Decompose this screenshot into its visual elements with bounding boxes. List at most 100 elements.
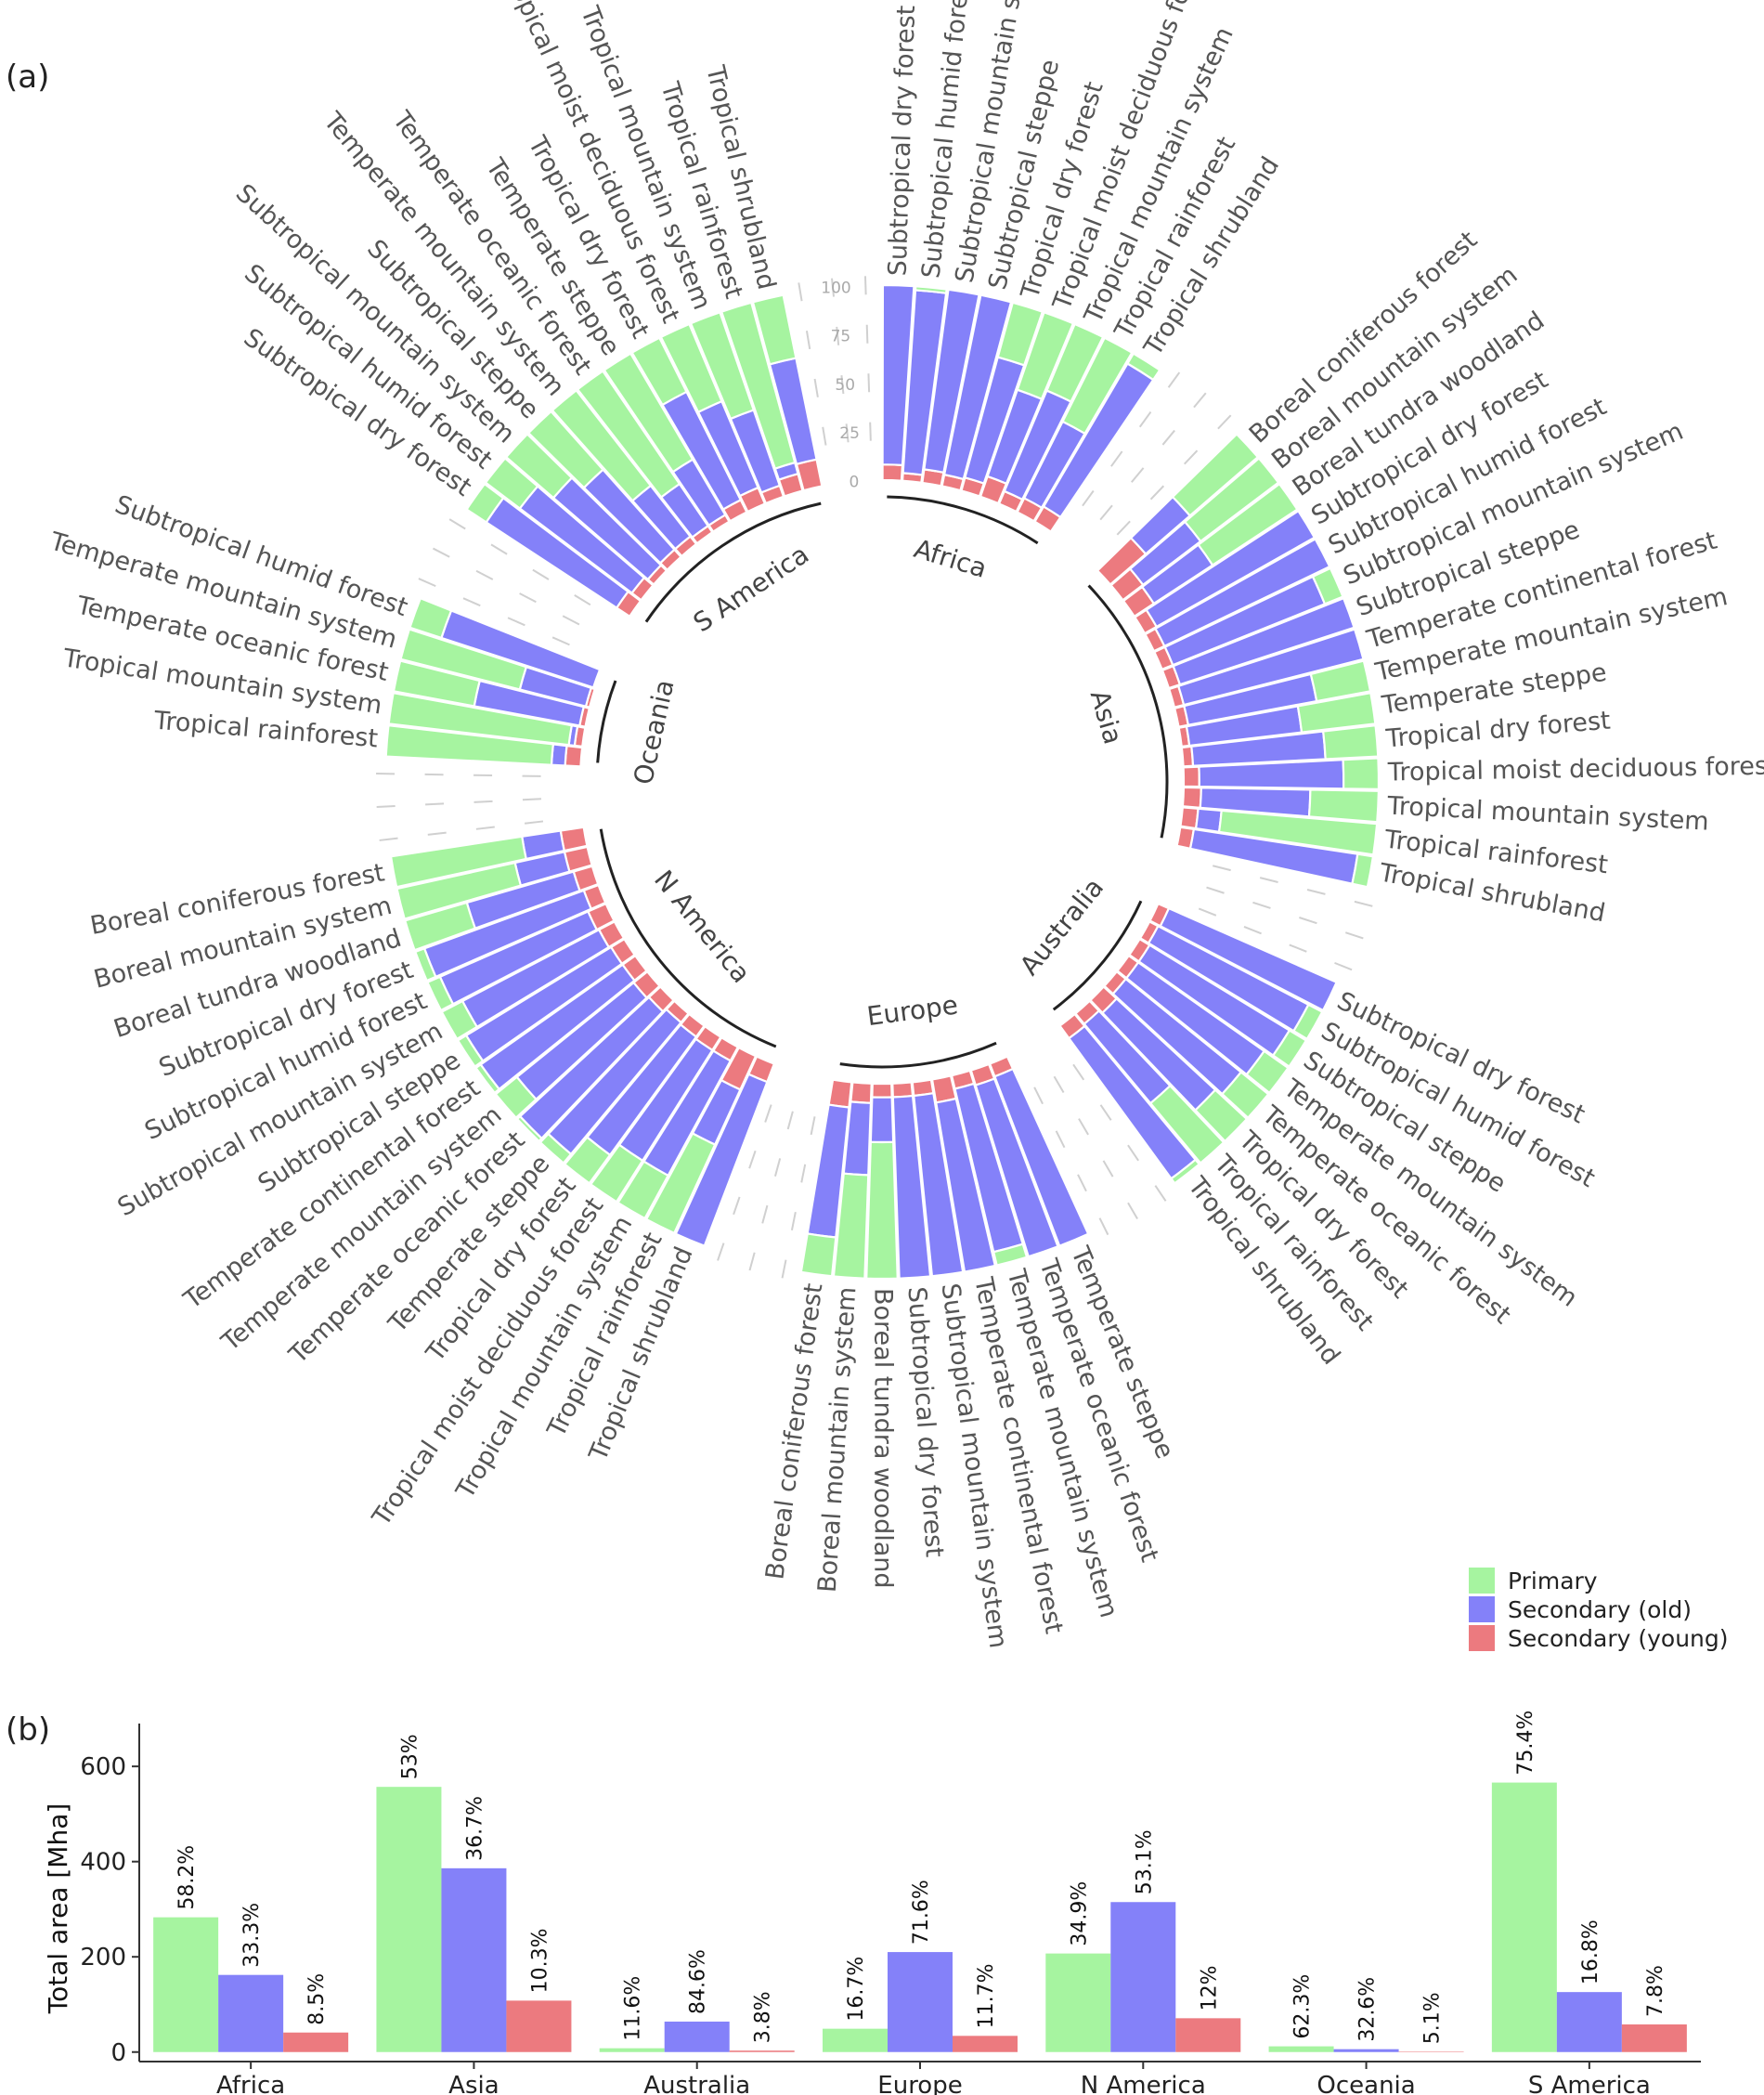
gridline-marker <box>840 375 845 395</box>
bar-segment-primary <box>1217 809 1379 856</box>
data-label-primary-europe: 16.7% <box>845 1957 868 2022</box>
gridline-marker <box>475 826 495 830</box>
group-arc <box>644 501 822 623</box>
gridline-marker <box>1167 371 1181 388</box>
gridline-marker <box>1082 489 1095 507</box>
gridline-marker <box>1098 1217 1109 1236</box>
gridline-marker <box>379 837 398 841</box>
bar-segment-primary <box>992 1243 1029 1267</box>
radial-tick-label: 0 <box>850 473 860 491</box>
gridline-marker <box>869 422 872 441</box>
gridline-marker <box>1055 1130 1066 1149</box>
legend-label-primary: Primary <box>1508 1568 1598 1594</box>
group-arc <box>839 1041 997 1069</box>
bar-segment-primary <box>1245 1049 1290 1095</box>
bar-segment-primary <box>1197 482 1299 567</box>
gridline-marker <box>831 278 835 297</box>
gridline-marker <box>764 1104 772 1123</box>
group-arc <box>1087 584 1169 839</box>
region-label-oceania: Oceania <box>628 677 681 787</box>
data-label-secondary-young-australia: 3.8% <box>752 1991 775 2043</box>
bar-segment-secondary-young <box>850 1081 873 1104</box>
group-arc <box>596 680 617 763</box>
bar-segment-primary <box>603 352 694 474</box>
radial-tick-label: 100 <box>821 279 850 297</box>
bar-secondary-young-n-america <box>1175 2018 1241 2052</box>
legend-swatch-secondary-young <box>1469 1625 1495 1651</box>
gridline-marker <box>425 802 445 806</box>
gridline-marker <box>798 282 803 302</box>
region-label-europe: Europe <box>865 989 960 1032</box>
gridline-marker <box>1033 1087 1044 1105</box>
bar-segment-primary <box>551 388 653 502</box>
gridline-marker <box>1102 1160 1114 1178</box>
bar-segment-primary <box>1307 788 1381 824</box>
gridline-marker <box>522 798 541 801</box>
bar-segment-primary <box>914 285 948 294</box>
data-label-secondary-young-n-america: 12% <box>1198 1965 1221 2010</box>
bar-secondary-old-europe <box>888 1952 953 2052</box>
gridline-marker <box>551 636 570 646</box>
panel-b-label: (b) <box>6 1711 50 1749</box>
gridline-marker <box>1099 504 1113 521</box>
data-label-primary-oceania: 62.3% <box>1291 1974 1315 2039</box>
bar-segment-secondary-young <box>881 463 904 482</box>
bar-segment-secondary-young <box>891 1081 914 1099</box>
bar-secondary-young-europe <box>953 2036 1018 2052</box>
data-label-secondary-young-s-america: 7.8% <box>1644 1965 1667 2017</box>
bar-segment-primary <box>465 482 505 524</box>
gridline-marker <box>427 831 447 836</box>
category-label-subtropical-dry-forest: Subtropical dry forest <box>884 5 922 277</box>
gridline-marker <box>1252 901 1271 909</box>
gridline-marker <box>1198 907 1217 917</box>
data-label-secondary-young-africa: 8.5% <box>305 1973 329 2025</box>
bar-segment-secondary-old <box>1194 807 1223 834</box>
gridline-marker <box>865 324 869 344</box>
bar-segment-secondary-old <box>934 1097 997 1273</box>
bar-primary-asia <box>376 1787 442 2052</box>
gridline-marker <box>1217 414 1232 430</box>
bar-segment-primary <box>576 370 681 499</box>
y-tick-label: 400 <box>80 1849 126 1877</box>
gridline-marker <box>1193 392 1207 409</box>
bar-segment-primary <box>494 1075 538 1120</box>
data-label-secondary-young-europe: 11.7% <box>975 1963 998 2028</box>
gridline-marker <box>773 1158 782 1177</box>
bar-segment-primary <box>1148 1084 1226 1165</box>
gridline-marker <box>1127 1144 1139 1162</box>
region-label-asia: Asia <box>1084 686 1129 748</box>
category-label-tropical-moist-deciduous-forest: Tropical moist deciduous forest <box>1387 752 1764 787</box>
bar-secondary-old-asia <box>441 1867 507 2052</box>
gridline-marker <box>473 800 493 803</box>
gridline-marker <box>1131 467 1145 483</box>
bar-segment-primary <box>392 659 482 708</box>
gridline-marker <box>781 1259 787 1279</box>
gridline-marker <box>490 543 508 555</box>
bar-segment-secondary-young <box>1181 786 1202 809</box>
gridline-marker <box>1161 429 1175 446</box>
gridline-marker <box>1334 961 1353 971</box>
gridline-marker <box>867 373 871 393</box>
bar-segment-primary <box>384 723 555 766</box>
x-tick-label-australia: Australia <box>643 2072 750 2095</box>
gridline-marker <box>810 1116 816 1136</box>
x-tick-label-europe: Europe <box>877 2072 962 2095</box>
gridline-marker <box>1306 889 1326 895</box>
data-label-secondary-old-s-america: 16.8% <box>1579 1919 1602 1984</box>
bar-segment-primary <box>1045 322 1105 403</box>
region-label-australia: Australia <box>1014 872 1109 981</box>
bar-secondary-old-australia <box>664 2021 730 2052</box>
bar-segment-secondary-young <box>1182 765 1200 788</box>
gridline-marker <box>733 1196 741 1216</box>
bar-segment-secondary-old <box>1172 596 1355 686</box>
data-label-secondary-young-oceania: 5.1% <box>1421 1992 1445 2044</box>
y-tick-label: 0 <box>110 2039 126 2067</box>
bar-segment-primary <box>456 1034 485 1069</box>
gridline-marker <box>1354 900 1373 907</box>
gridline-marker <box>1213 865 1231 872</box>
gridline-marker <box>1127 1202 1138 1219</box>
bar-segment-primary <box>396 861 523 920</box>
y-tick-label: 600 <box>80 1753 126 1781</box>
gridline-marker <box>562 615 580 626</box>
bar-segment-secondary-old <box>942 293 1013 481</box>
